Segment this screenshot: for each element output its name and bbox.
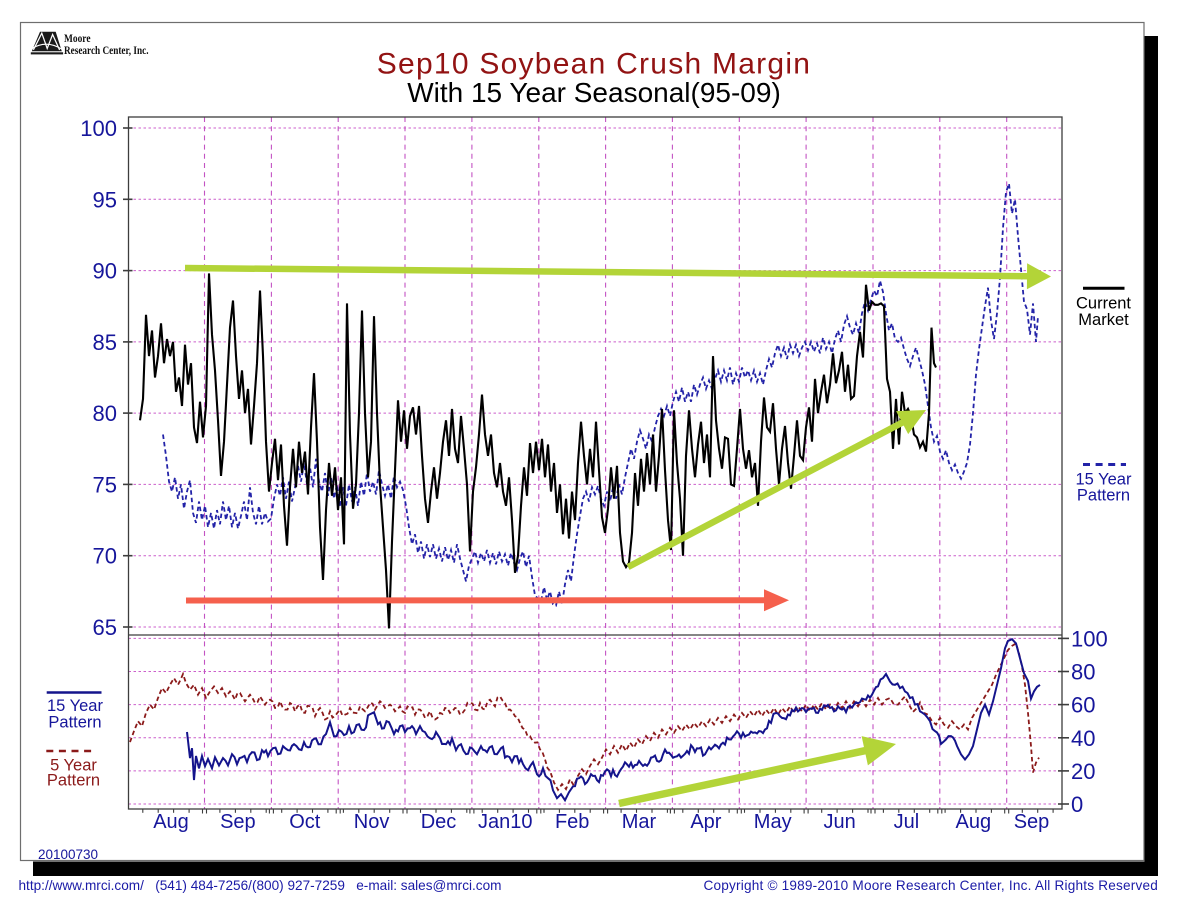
svg-text:15 Year: 15 Year xyxy=(1076,471,1132,489)
svg-text:95: 95 xyxy=(93,187,117,212)
svg-text:Market: Market xyxy=(1078,311,1129,329)
svg-text:Sep10 Soybean Crush Margin: Sep10 Soybean Crush Margin xyxy=(377,48,811,81)
svg-text:Moore: Moore xyxy=(64,31,91,45)
svg-text:Pattern: Pattern xyxy=(1077,487,1130,505)
svg-text:Pattern: Pattern xyxy=(48,714,101,732)
svg-text:85: 85 xyxy=(93,330,117,355)
svg-text:Sep: Sep xyxy=(220,811,256,833)
svg-text:40: 40 xyxy=(1071,726,1095,751)
svg-text:80: 80 xyxy=(93,401,117,426)
svg-text:20100730: 20100730 xyxy=(38,847,98,862)
svg-text:0: 0 xyxy=(1071,792,1083,817)
svg-text:Sep: Sep xyxy=(1014,811,1050,833)
svg-text:100: 100 xyxy=(80,116,117,141)
svg-text:Apr: Apr xyxy=(690,811,721,833)
svg-text:http://www.mrci.com/ (541) 4: http://www.mrci.com/ (541) 484-7256/(800… xyxy=(19,878,502,893)
svg-text:70: 70 xyxy=(93,544,117,569)
svg-text:Mar: Mar xyxy=(622,811,657,833)
svg-text:60: 60 xyxy=(1071,693,1095,718)
svg-text:5 Year: 5 Year xyxy=(50,757,97,775)
svg-text:Current: Current xyxy=(1076,295,1131,313)
svg-text:Oct: Oct xyxy=(289,811,321,833)
svg-text:Jun: Jun xyxy=(823,811,855,833)
svg-text:65: 65 xyxy=(93,615,117,640)
svg-text:With 15 Year Seasonal(95-09): With 15 Year Seasonal(95-09) xyxy=(407,77,781,108)
svg-text:Dec: Dec xyxy=(421,811,457,833)
svg-text:Nov: Nov xyxy=(354,811,390,833)
svg-text:15 Year: 15 Year xyxy=(47,697,103,715)
svg-text:20: 20 xyxy=(1071,759,1095,784)
svg-text:Aug: Aug xyxy=(956,811,992,833)
svg-text:90: 90 xyxy=(93,259,117,284)
svg-text:75: 75 xyxy=(93,472,117,497)
svg-text:100: 100 xyxy=(1071,626,1108,651)
svg-text:Copyright © 1989-2010 Moore Re: Copyright © 1989-2010 Moore Research Cen… xyxy=(703,878,1158,893)
svg-text:Pattern: Pattern xyxy=(47,772,100,790)
svg-text:Feb: Feb xyxy=(555,811,589,833)
svg-text:80: 80 xyxy=(1071,660,1095,685)
svg-text:May: May xyxy=(754,811,792,833)
svg-text:Aug: Aug xyxy=(153,811,189,833)
svg-text:Jan10: Jan10 xyxy=(478,811,533,833)
svg-text:Jul: Jul xyxy=(894,811,920,833)
svg-text:Research Center, Inc.: Research Center, Inc. xyxy=(64,43,149,57)
